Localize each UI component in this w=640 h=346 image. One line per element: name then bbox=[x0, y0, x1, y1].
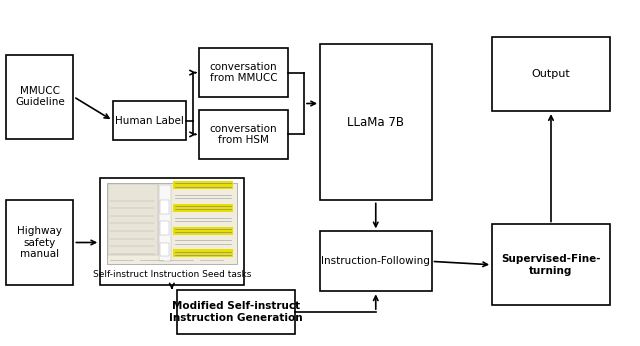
Bar bbox=[160, 221, 169, 235]
Bar bbox=[177, 290, 294, 334]
Bar bbox=[173, 181, 233, 189]
Text: Supervised-Fine-
turning: Supervised-Fine- turning bbox=[501, 254, 601, 276]
Bar bbox=[199, 109, 288, 159]
Bar bbox=[492, 225, 610, 305]
Text: Human Label: Human Label bbox=[115, 116, 184, 126]
Bar bbox=[160, 243, 169, 256]
Text: Output: Output bbox=[532, 69, 570, 79]
Bar bbox=[113, 101, 186, 140]
Text: MMUCC
Guideline: MMUCC Guideline bbox=[15, 86, 65, 108]
Text: conversation
from MMUCC: conversation from MMUCC bbox=[210, 62, 277, 83]
Bar bbox=[6, 55, 74, 139]
Text: Instruction-Following: Instruction-Following bbox=[321, 256, 430, 266]
Bar bbox=[159, 185, 170, 261]
Bar bbox=[106, 183, 237, 264]
Bar bbox=[108, 184, 158, 255]
Bar bbox=[320, 44, 431, 200]
Bar bbox=[6, 200, 74, 284]
Bar bbox=[173, 204, 233, 212]
Text: Highway
safety
manual: Highway safety manual bbox=[17, 226, 63, 259]
Bar bbox=[320, 231, 431, 291]
Bar bbox=[492, 37, 610, 111]
Bar bbox=[199, 48, 288, 98]
Bar bbox=[173, 227, 233, 235]
Text: conversation
from HSM: conversation from HSM bbox=[210, 124, 277, 145]
Bar bbox=[100, 178, 244, 284]
Bar bbox=[173, 249, 233, 257]
Text: LLaMa 7B: LLaMa 7B bbox=[348, 116, 404, 129]
Bar bbox=[160, 200, 169, 214]
Text: Modified Self-instruct
Instruction Generation: Modified Self-instruct Instruction Gener… bbox=[169, 301, 302, 323]
Text: Self-instruct Instruction Seed tasks: Self-instruct Instruction Seed tasks bbox=[93, 270, 251, 279]
